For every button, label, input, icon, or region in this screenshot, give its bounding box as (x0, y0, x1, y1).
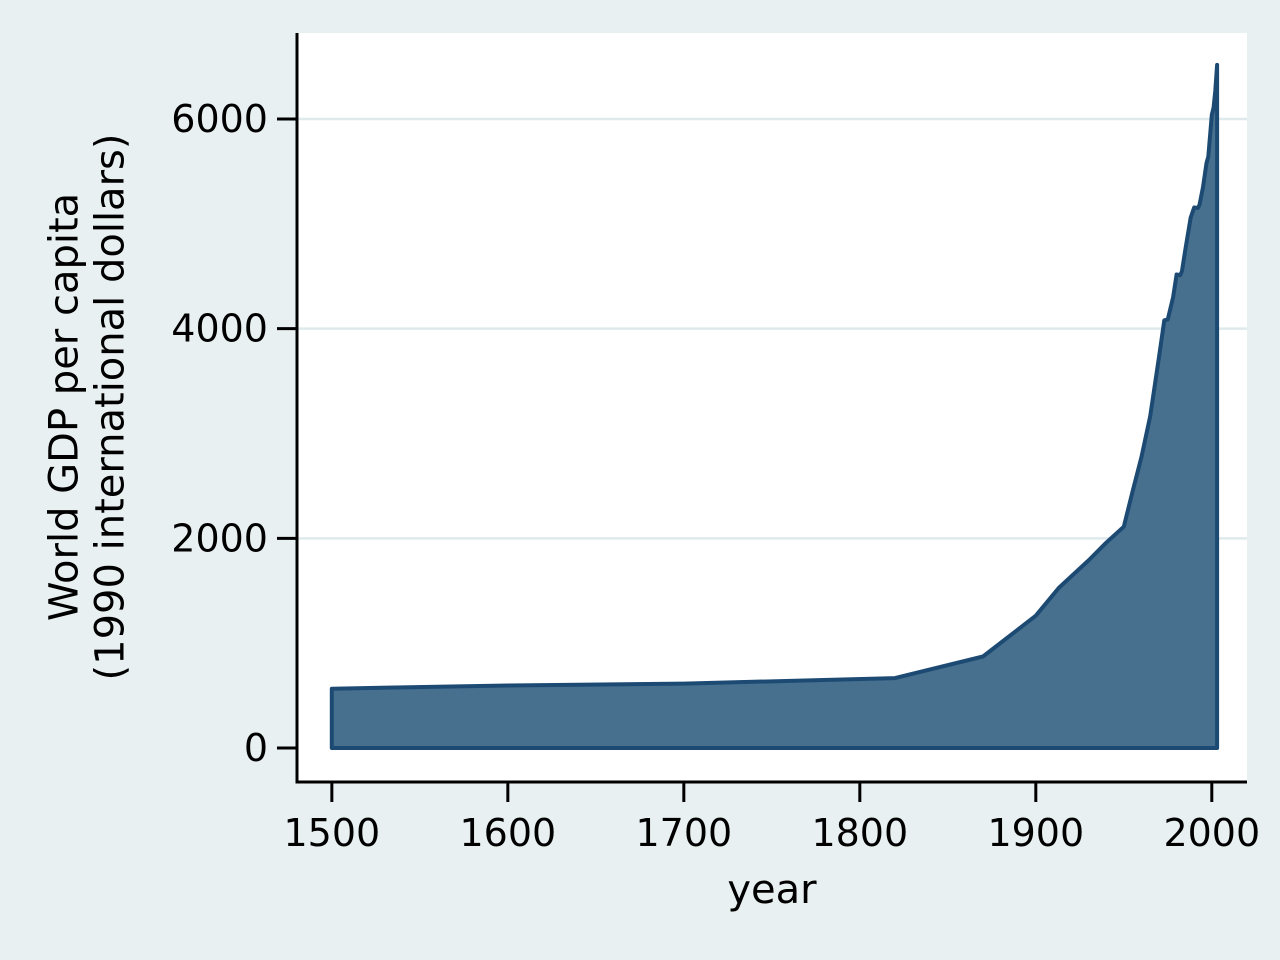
area-series (329, 62, 1220, 750)
x-tick-label-1700: 1700 (635, 811, 732, 855)
x-tick-label-2000: 2000 (1163, 811, 1260, 855)
y-tick-label-2000: 2000 (171, 516, 268, 560)
x-axis-title: year (727, 866, 817, 913)
axes (295, 33, 1247, 784)
x-tick-label-1500: 1500 (283, 811, 380, 855)
y-tick-label-4000: 4000 (171, 307, 268, 351)
y-axis-title: World GDP per capita (1990 international… (42, 134, 135, 681)
y-tick-label-0: 0 (244, 726, 268, 770)
x-tick-label-1800: 1800 (811, 811, 908, 855)
y-axis-title-line2: (1990 international dollars) (88, 133, 134, 681)
x-tick-label-1900: 1900 (987, 811, 1084, 855)
x-tick-label-1600: 1600 (459, 811, 556, 855)
y-axis-title-line1: World GDP per capita (41, 192, 88, 622)
y-tick-label-6000: 6000 (171, 97, 268, 141)
